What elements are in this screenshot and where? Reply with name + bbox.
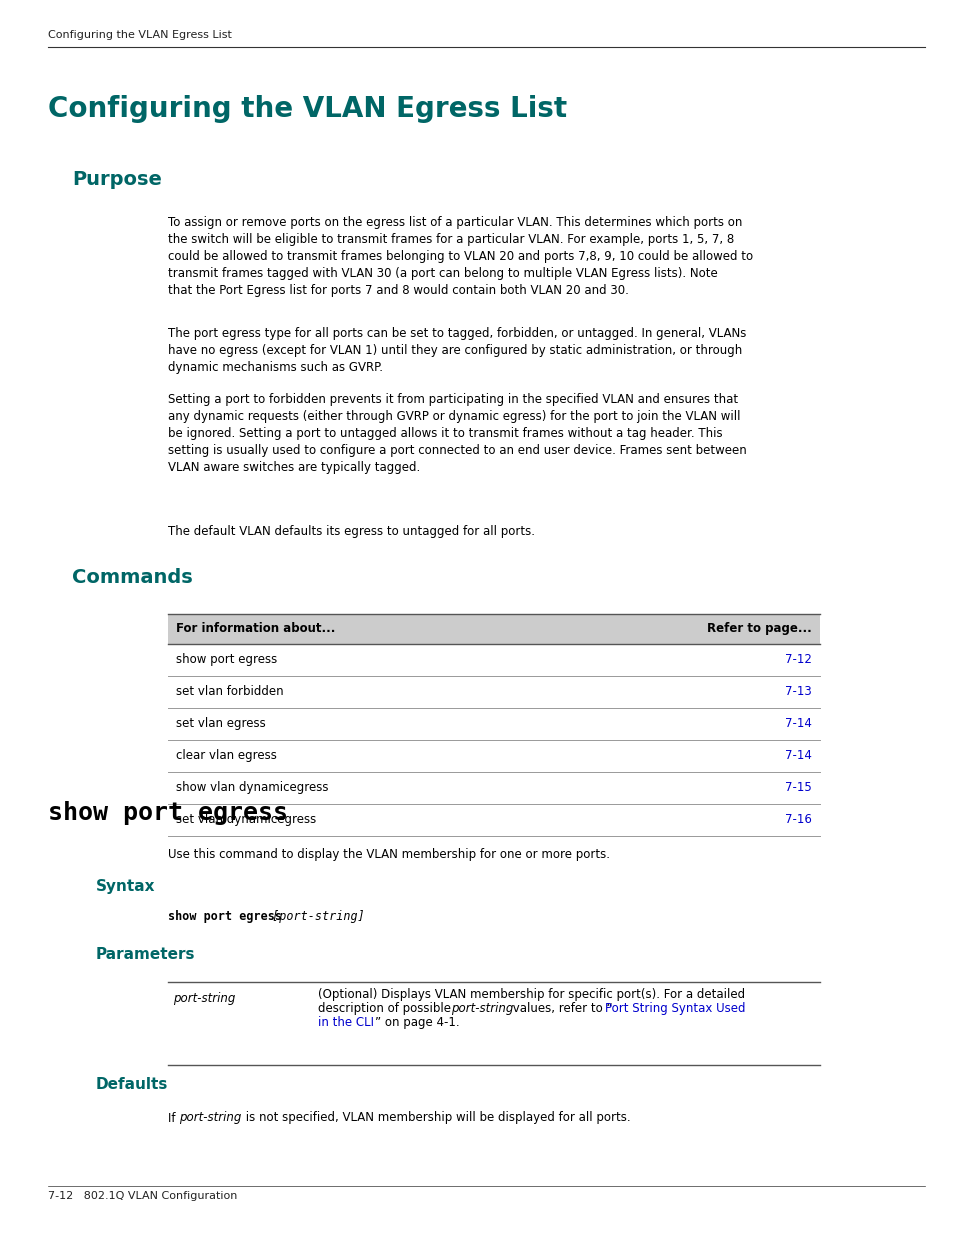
- Text: set vlan forbidden: set vlan forbidden: [175, 685, 283, 698]
- Text: set vlan egress: set vlan egress: [175, 718, 266, 730]
- Text: port-string: port-string: [451, 1002, 513, 1015]
- Text: show port egress: show port egress: [175, 653, 277, 667]
- Text: description of possible: description of possible: [317, 1002, 455, 1015]
- Text: show vlan dynamicegress: show vlan dynamicegress: [175, 782, 328, 794]
- Text: port-string: port-string: [179, 1112, 241, 1125]
- Text: Commands: Commands: [71, 568, 193, 588]
- Text: (Optional) Displays VLAN membership for specific port(s). For a detailed: (Optional) Displays VLAN membership for …: [317, 988, 744, 1002]
- Text: ” on page 4-1.: ” on page 4-1.: [375, 1016, 459, 1029]
- Text: Port String Syntax Used: Port String Syntax Used: [604, 1002, 744, 1015]
- Text: in the CLI: in the CLI: [317, 1016, 374, 1029]
- Text: The port egress type for all ports can be set to tagged, forbidden, or untagged.: The port egress type for all ports can b…: [168, 327, 745, 374]
- Text: Refer to page...: Refer to page...: [706, 622, 811, 635]
- Text: 7-14: 7-14: [784, 718, 811, 730]
- Text: values, refer to “: values, refer to “: [509, 1002, 612, 1015]
- Text: port-string: port-string: [172, 992, 235, 1005]
- Text: 7-15: 7-15: [784, 782, 811, 794]
- Text: is not specified, VLAN membership will be displayed for all ports.: is not specified, VLAN membership will b…: [242, 1112, 630, 1125]
- Text: If: If: [168, 1112, 179, 1125]
- Text: [port-string]: [port-string]: [265, 910, 364, 923]
- Text: Parameters: Parameters: [96, 947, 195, 962]
- Text: For information about...: For information about...: [175, 622, 335, 635]
- Text: 7-14: 7-14: [784, 750, 811, 762]
- Text: Defaults: Defaults: [96, 1077, 168, 1092]
- Text: To assign or remove ports on the egress list of a particular VLAN. This determin: To assign or remove ports on the egress …: [168, 216, 752, 298]
- Text: show port egress: show port egress: [48, 800, 288, 825]
- Text: clear vlan egress: clear vlan egress: [175, 750, 276, 762]
- Text: 7-13: 7-13: [784, 685, 811, 698]
- Text: Configuring the VLAN Egress List: Configuring the VLAN Egress List: [48, 30, 232, 40]
- Bar: [168, 614, 820, 643]
- Text: 7-12: 7-12: [784, 653, 811, 667]
- Text: Setting a port to forbidden prevents it from participating in the specified VLAN: Setting a port to forbidden prevents it …: [168, 393, 746, 474]
- Text: Purpose: Purpose: [71, 169, 162, 189]
- Text: Syntax: Syntax: [96, 879, 155, 894]
- Text: set vlan dynamicegress: set vlan dynamicegress: [175, 814, 315, 826]
- Text: The default VLAN defaults its egress to untagged for all ports.: The default VLAN defaults its egress to …: [168, 525, 535, 538]
- Text: Use this command to display the VLAN membership for one or more ports.: Use this command to display the VLAN mem…: [168, 848, 609, 862]
- Text: 7-16: 7-16: [784, 814, 811, 826]
- Text: show port egress: show port egress: [168, 910, 282, 923]
- Text: Configuring the VLAN Egress List: Configuring the VLAN Egress List: [48, 95, 566, 122]
- Text: 7-12   802.1Q VLAN Configuration: 7-12 802.1Q VLAN Configuration: [48, 1191, 237, 1200]
